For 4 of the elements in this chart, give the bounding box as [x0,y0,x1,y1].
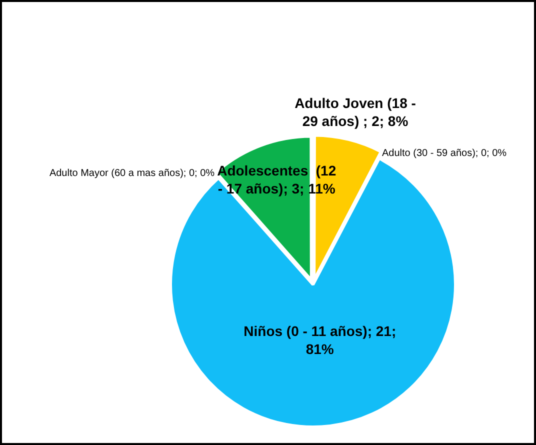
category-label: Adulto (30 - 59 años); 0; 0% [382,148,507,159]
slice-label: Adulto Joven (18 - 29 años) ; 2; 8% [294,94,416,129]
slice-label: Niños (0 - 11 años); 21; 81% [244,322,396,357]
category-label: Adulto Mayor (60 a mas años); 0; 0% [49,168,215,180]
